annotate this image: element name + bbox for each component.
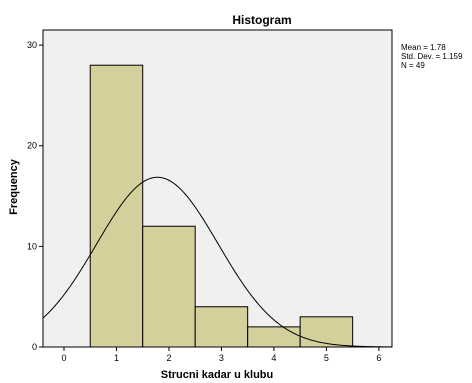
stats-box: Mean = 1.78 Std. Dev. = 1.159 N = 49 bbox=[401, 43, 463, 70]
histogram-bar-4 bbox=[247, 326, 301, 348]
histogram-bar-3 bbox=[194, 306, 249, 348]
bars-layer bbox=[89, 64, 354, 348]
x-tick-label-1: 1 bbox=[114, 353, 119, 363]
x-tick-label-2: 2 bbox=[166, 353, 171, 363]
histogram-bar-5 bbox=[299, 316, 354, 348]
x-tick-label-4: 4 bbox=[271, 353, 276, 363]
normal-curve bbox=[42, 176, 393, 348]
y-tick-label-0: 0 bbox=[32, 342, 37, 352]
y-axis-label: Frequency bbox=[8, 158, 20, 215]
stats-std-dev: Std. Dev. = 1.159 bbox=[401, 52, 463, 61]
ticks-layer: 0 1 2 3 4 5 6 0 10 20 30 bbox=[27, 40, 381, 363]
histogram-bar-1 bbox=[89, 64, 144, 348]
x-tick-label-3: 3 bbox=[219, 353, 224, 363]
stats-mean: Mean = 1.78 bbox=[401, 43, 446, 52]
histogram-bar-2 bbox=[142, 225, 196, 348]
chart-title: Histogram bbox=[232, 13, 291, 27]
stats-n: N = 49 bbox=[401, 61, 425, 70]
x-tick-label-6: 6 bbox=[376, 353, 381, 363]
x-tick-label-0: 0 bbox=[61, 353, 66, 363]
x-axis-label: Strucni kadar u klubu bbox=[161, 369, 273, 381]
y-tick-label-10: 10 bbox=[27, 241, 37, 251]
y-tick-label-30: 30 bbox=[27, 40, 37, 50]
y-tick-label-20: 20 bbox=[27, 141, 37, 151]
x-tick-label-5: 5 bbox=[324, 353, 329, 363]
